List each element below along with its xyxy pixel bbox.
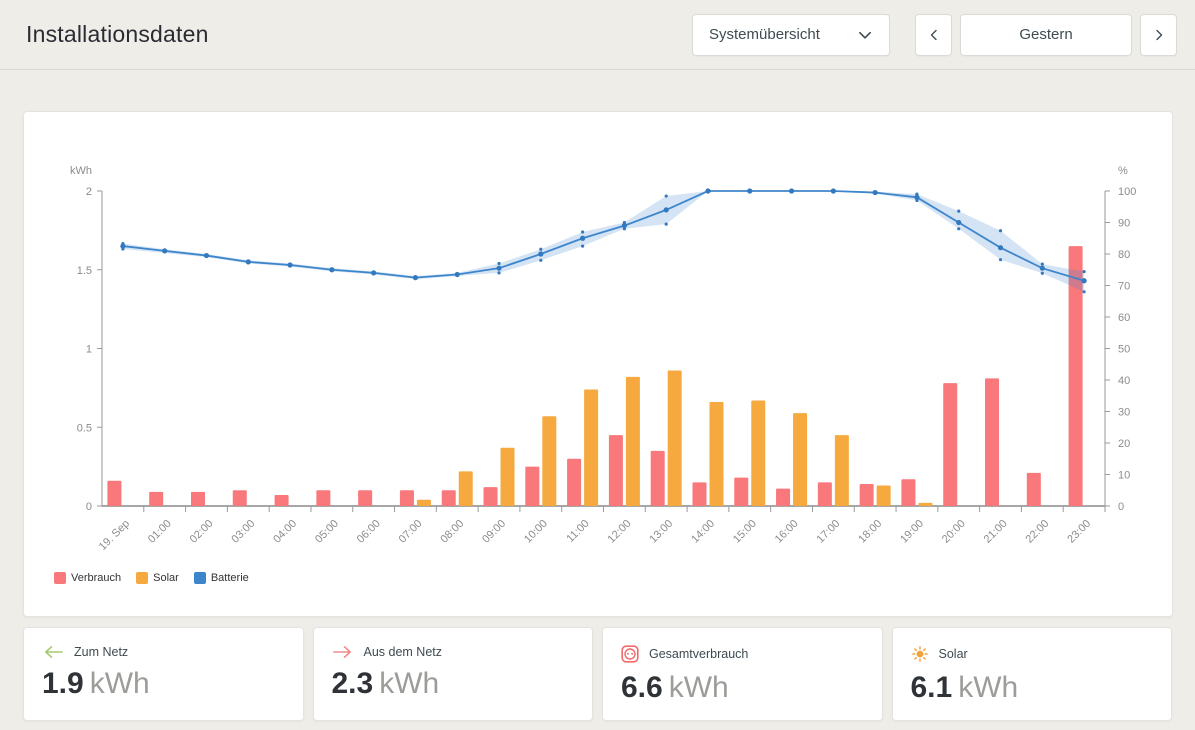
view-selector-label: Systemübersicht	[709, 26, 820, 43]
card-value: 2.3 kWh	[331, 667, 440, 700]
legend-item-batterie[interactable]: Batterie	[193, 572, 249, 584]
card-label: Zum Netz	[74, 645, 129, 659]
legend-label: Verbrauch	[71, 572, 122, 584]
svg-text:30: 30	[1118, 407, 1130, 419]
svg-text:0: 0	[86, 501, 92, 513]
svg-text:07:00: 07:00	[397, 518, 425, 546]
svg-text:10:00: 10:00	[522, 518, 550, 546]
main-content: 0 0.5 1 1.5 2 0 10 20 30 40 50 60 70 80 90 100 kWh% 19. S…	[0, 70, 1195, 721]
svg-text:08:00: 08:00	[438, 518, 466, 546]
card-value: 6.6 kWh	[621, 671, 729, 704]
sun-icon	[911, 645, 929, 663]
card-value: 1.9 kWh	[42, 667, 150, 700]
header: Installationsdaten Systemübersicht Geste…	[0, 0, 1195, 70]
header-controls: Systemübersicht Gestern	[692, 13, 1177, 56]
svg-text:16:00: 16:00	[773, 518, 801, 546]
chart-panel: 0 0.5 1 1.5 2 0 10 20 30 40 50 60 70 80 90 100 kWh% 19. S…	[23, 111, 1173, 617]
svg-text:80: 80	[1118, 249, 1130, 261]
svg-text:09:00: 09:00	[480, 518, 508, 546]
svg-text:90: 90	[1118, 218, 1130, 230]
legend-item-verbrauch[interactable]: Verbrauch	[54, 572, 121, 584]
svg-text:0.5: 0.5	[77, 422, 92, 434]
svg-text:20:00: 20:00	[940, 518, 968, 546]
legend-swatch	[54, 572, 66, 584]
page-title: Installationsdaten	[26, 21, 209, 47]
svg-text:kWh: kWh	[70, 165, 92, 177]
svg-text:2: 2	[86, 186, 92, 198]
svg-text:50: 50	[1118, 344, 1130, 356]
svg-text:21:00: 21:00	[982, 518, 1010, 546]
legend-swatch	[193, 572, 206, 584]
stat-card-gesamtverbrauch: Gesamtverbrauch 6.6 kWh	[602, 627, 883, 721]
svg-text:06:00: 06:00	[355, 518, 383, 546]
svg-text:15:00: 15:00	[731, 518, 759, 546]
legend-item-solar[interactable]: Solar	[136, 572, 179, 584]
legend-label: Solar	[153, 572, 179, 584]
svg-text:1.5: 1.5	[77, 265, 92, 277]
svg-text:12:00: 12:00	[606, 518, 634, 546]
svg-text:19. Sep: 19. Sep	[97, 518, 132, 553]
svg-text:100: 100	[1118, 186, 1136, 198]
chevron-down-icon	[859, 31, 871, 39]
card-label: Solar	[938, 647, 968, 661]
svg-text:19:00: 19:00	[898, 518, 926, 546]
svg-text:14:00: 14:00	[689, 518, 717, 546]
svg-text:01:00: 01:00	[146, 518, 174, 546]
date-label: Gestern	[1019, 26, 1073, 43]
svg-text:0: 0	[1118, 501, 1124, 513]
svg-text:02:00: 02:00	[188, 518, 216, 546]
svg-text:23:00: 23:00	[1065, 518, 1093, 546]
svg-text:20: 20	[1118, 438, 1130, 450]
svg-text:03:00: 03:00	[229, 518, 257, 546]
chevron-right-icon	[1155, 29, 1162, 40]
svg-text:11:00: 11:00	[564, 518, 591, 545]
svg-text:13:00: 13:00	[647, 518, 675, 546]
view-selector-button[interactable]: Systemübersicht	[692, 13, 890, 56]
arrow-left-icon	[42, 645, 64, 659]
svg-text:05:00: 05:00	[313, 518, 341, 546]
svg-text:17:00: 17:00	[815, 518, 843, 546]
svg-text:70: 70	[1118, 281, 1130, 293]
chart-legend: Verbrauch Solar Batterie	[54, 572, 249, 584]
legend-swatch	[136, 572, 149, 584]
svg-text:18:00: 18:00	[856, 518, 884, 546]
stat-card-aus-dem-netz: Aus dem Netz 2.3 kWh	[312, 627, 593, 721]
svg-text:22:00: 22:00	[1023, 518, 1051, 546]
power-socket-icon	[621, 645, 639, 663]
svg-text:40: 40	[1118, 375, 1130, 387]
card-label: Gesamtverbrauch	[649, 647, 749, 661]
next-day-button[interactable]	[1140, 13, 1177, 56]
stat-cards: Zum Netz 1.9 kWh Aus dem Netz 2.3 kWh	[23, 627, 1172, 721]
svg-text:60: 60	[1118, 312, 1130, 324]
card-label: Aus dem Netz	[363, 645, 443, 659]
svg-text:10: 10	[1118, 470, 1130, 482]
prev-day-button[interactable]	[915, 13, 952, 56]
svg-text:04:00: 04:00	[271, 518, 299, 546]
svg-text:%: %	[1118, 165, 1128, 177]
stat-card-solar: Solar 6.1 kWh	[891, 627, 1172, 721]
stat-card-zum-netz: Zum Netz 1.9 kWh	[23, 627, 304, 721]
chevron-left-icon	[930, 29, 937, 40]
legend-label: Batterie	[210, 572, 249, 584]
date-button[interactable]: Gestern	[960, 13, 1132, 56]
card-value: 6.1 kWh	[910, 671, 1019, 704]
svg-text:1: 1	[86, 344, 92, 356]
arrow-right-icon	[332, 645, 354, 659]
